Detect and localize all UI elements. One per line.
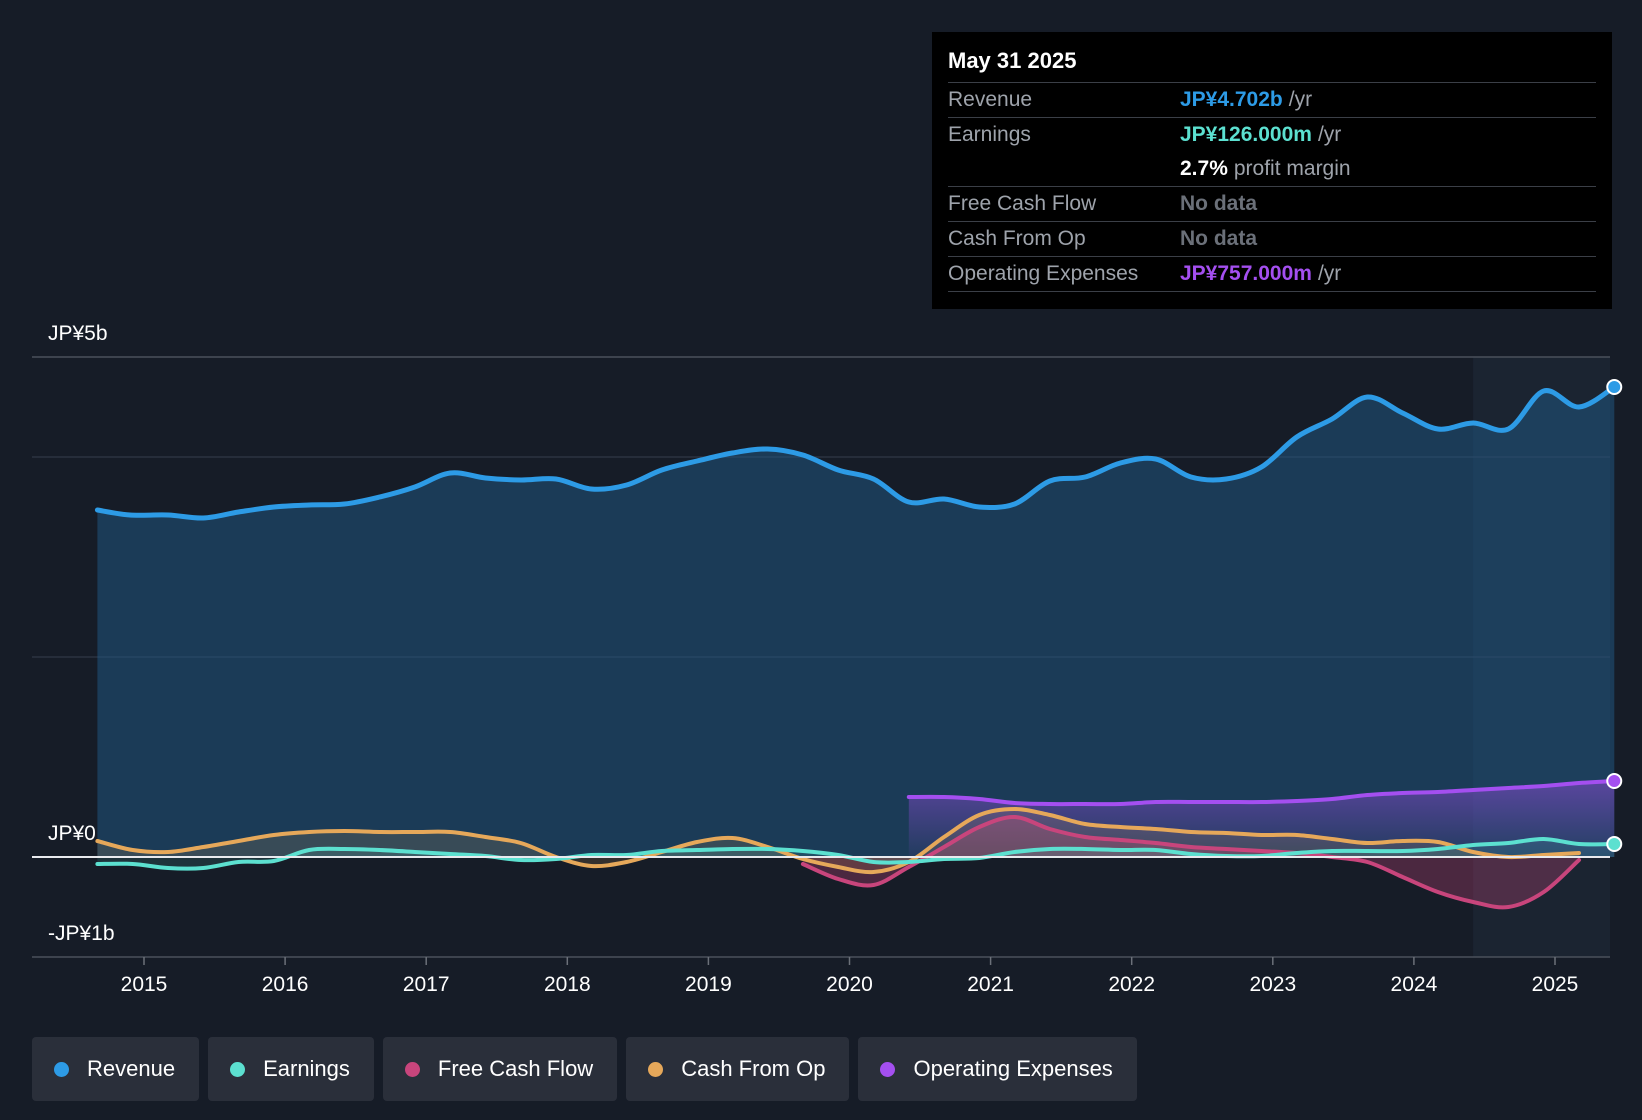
series-lines [94,384,1617,910]
legend-item-cash-from-op[interactable]: Cash From Op [626,1037,850,1101]
endpoint-earnings [1606,836,1623,852]
line-revenue [94,384,1617,521]
y-axis-label: JP¥0 [48,822,96,845]
x-tick-label: 2015 [121,973,168,996]
area-free-cash-flow [802,816,1579,908]
line-earnings [95,836,1617,871]
tooltip-unit: /yr [1288,88,1313,111]
x-tick-label: 2016 [262,973,309,996]
x-tick-label: 2025 [1532,973,1579,996]
tooltip-value: 2.7% [1180,157,1228,180]
tooltip-value: JP¥4.702b [1180,88,1283,111]
legend: Revenue Earnings Free Cash Flow Cash Fro… [32,1037,1146,1101]
x-tick-label: 2024 [1391,973,1438,996]
x-tick-label: 2018 [544,973,591,996]
y-axis-label: JP¥5b [48,322,108,345]
tooltip-unit: /yr [1317,262,1342,285]
tooltip-unit: profit margin [1233,157,1351,180]
tooltip-label: Earnings [948,123,1031,146]
x-tick-label: 2021 [967,973,1014,996]
legend-item-earnings[interactable]: Earnings [208,1037,374,1101]
tooltip-panel: May 31 2025 Revenue JP¥4.702b /yr Earnin… [932,32,1612,309]
cfo-dot-icon [648,1061,664,1077]
earnings-dot-icon [230,1061,246,1077]
endpoint-revenue [1606,379,1623,395]
tooltip-value: JP¥757.000m [1180,262,1312,285]
legend-item-revenue[interactable]: Revenue [32,1037,200,1101]
tooltip-value: No data [1180,192,1258,215]
line-operating-expenses [906,779,1617,807]
area-revenue [97,387,1615,857]
legend-label: Cash From Op [681,1056,826,1081]
series-areas [97,387,1615,908]
x-tick-label: 2022 [1108,973,1155,996]
tooltip-row-cfo: Cash From Op No data [948,222,1596,257]
tooltip-row-profit-margin: 2.7% profit margin [948,152,1596,187]
tooltip-row-revenue: Revenue JP¥4.702b /yr [948,83,1596,118]
tooltip-label: Free Cash Flow [948,192,1097,215]
line-cash-from-op [95,807,1581,875]
tooltip-label: Cash From Op [948,227,1086,250]
opex-dot-icon [880,1061,896,1077]
x-tick-label: 2017 [403,973,450,996]
legend-label: Revenue [87,1056,176,1081]
tooltip-value: No data [1180,227,1258,250]
series-endpoints [1606,379,1623,852]
y-axis-label: -JP¥1b [48,922,115,945]
tooltip-date: May 31 2025 [948,46,1596,83]
y-axis-labels: JP¥5b JP¥0 -JP¥1b [48,322,115,945]
tooltip-value: JP¥126.000m [1180,123,1312,146]
legend-label: Earnings [263,1056,350,1081]
x-tick-label: 2023 [1249,973,1296,996]
tooltip-row-fcf: Free Cash Flow No data [948,187,1596,222]
tooltip-unit: /yr [1317,123,1342,146]
fcf-dot-icon [404,1061,420,1077]
legend-item-operating-expenses[interactable]: Operating Expenses [858,1037,1137,1101]
legend-item-free-cash-flow[interactable]: Free Cash Flow [382,1037,618,1101]
line-free-cash-flow [800,814,1581,910]
endpoint-operating-expenses [1606,773,1623,789]
tooltip-label: Revenue [948,88,1033,111]
revenue-dot-icon [54,1061,69,1077]
x-tick-label: 2019 [685,973,732,996]
tooltip-row-earnings: Earnings JP¥126.000m /yr [948,118,1596,152]
tooltip-row-opex: Operating Expenses JP¥757.000m /yr [948,257,1596,292]
x-axis-labels: 2015 2016 2017 2018 2019 2020 2021 2022 2023 2024… [121,957,1579,996]
legend-label: Free Cash Flow [437,1056,594,1081]
x-tick-label: 2020 [826,973,873,996]
tooltip-label: Operating Expenses [948,262,1139,285]
legend-label: Operating Expenses [913,1056,1113,1081]
